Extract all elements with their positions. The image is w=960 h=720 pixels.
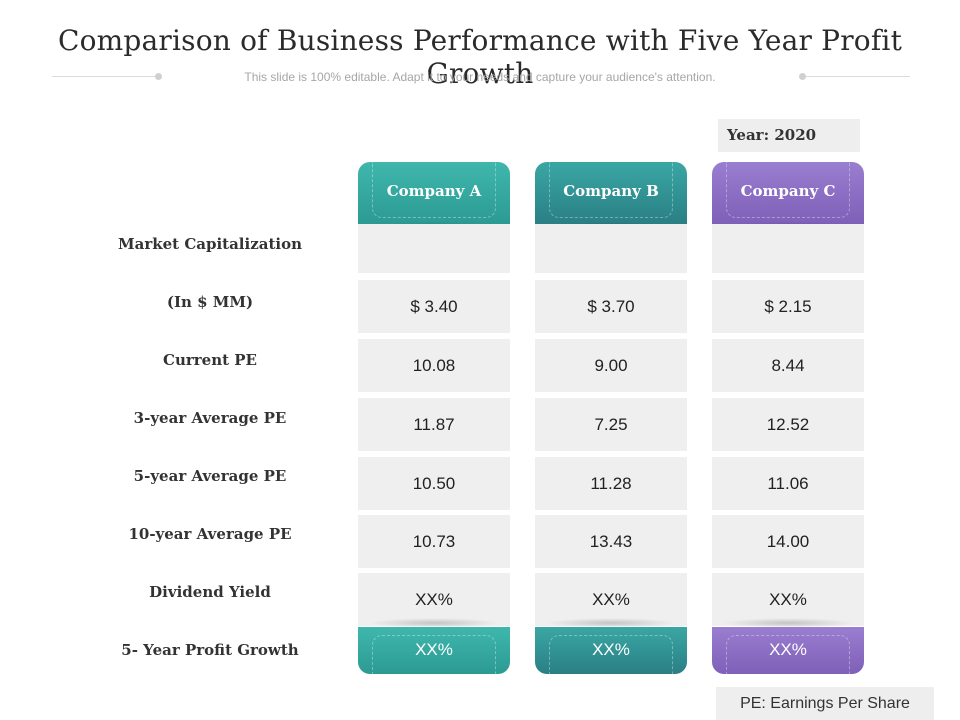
company-c-market-cap	[712, 224, 864, 273]
row-label-5yr-pe: 5-year Average PE	[133, 467, 287, 485]
company-c-profit-growth-cell: XX%	[712, 627, 864, 674]
row-label-10yr-pe: 10-year Average PE	[128, 525, 292, 543]
company-a-5yr-pe: 10.50	[358, 457, 510, 510]
company-c-column: Company C $ 2.15 8.44 12.52 11.06 14.00 …	[712, 162, 864, 674]
left-divider	[52, 76, 158, 77]
company-a-profit-growth-cell: XX%	[358, 627, 510, 674]
row-label-current-pe: Current PE	[163, 351, 257, 369]
slide-subtitle: This slide is 100% editable. Adapt it to…	[244, 70, 716, 84]
company-a-profit-growth: XX%	[415, 640, 453, 659]
company-b-3yr-pe: 7.25	[535, 398, 687, 451]
company-b-current-pe: 9.00	[535, 339, 687, 392]
slide-title: Comparison of Business Performance with …	[57, 24, 903, 90]
company-c-name: Company C	[740, 182, 836, 200]
company-c-profit-growth: XX%	[769, 640, 807, 659]
row-label-market-cap: Market Capitalization	[118, 235, 302, 253]
row-label-3yr-pe: 3-year Average PE	[133, 409, 287, 427]
left-divider-dot	[155, 73, 162, 80]
right-divider-dot	[799, 73, 806, 80]
company-c-dividend-yield: XX%	[712, 573, 864, 626]
company-b-column: Company B $ 3.70 9.00 7.25 11.28 13.43 X…	[535, 162, 687, 674]
company-c-header: Company C	[712, 162, 864, 232]
row-label-in-mm: (In $ MM)	[166, 293, 254, 311]
row-label-dividend-yield: Dividend Yield	[149, 583, 271, 601]
company-a-10yr-pe: 10.73	[358, 515, 510, 568]
company-b-name: Company B	[563, 182, 659, 200]
company-a-in-mm: $ 3.40	[358, 280, 510, 333]
company-b-dividend-yield: XX%	[535, 573, 687, 626]
company-a-dividend-yield: XX%	[358, 573, 510, 626]
row-label-profit-growth: 5- Year Profit Growth	[121, 641, 299, 659]
company-b-profit-growth: XX%	[592, 640, 630, 659]
company-a-name: Company A	[386, 182, 482, 200]
company-c-3yr-pe: 12.52	[712, 398, 864, 451]
company-b-in-mm: $ 3.70	[535, 280, 687, 333]
company-b-market-cap	[535, 224, 687, 273]
year-label: Year: 2020	[718, 119, 860, 152]
company-c-5yr-pe: 11.06	[712, 457, 864, 510]
company-b-header: Company B	[535, 162, 687, 232]
company-b-5yr-pe: 11.28	[535, 457, 687, 510]
company-a-current-pe: 10.08	[358, 339, 510, 392]
company-c-current-pe: 8.44	[712, 339, 864, 392]
company-b-10yr-pe: 13.43	[535, 515, 687, 568]
company-a-column: Company A $ 3.40 10.08 11.87 10.50 10.73…	[358, 162, 510, 674]
company-b-profit-growth-cell: XX%	[535, 627, 687, 674]
company-c-10yr-pe: 14.00	[712, 515, 864, 568]
company-a-3yr-pe: 11.87	[358, 398, 510, 451]
company-a-header: Company A	[358, 162, 510, 232]
company-a-market-cap	[358, 224, 510, 273]
right-divider	[806, 76, 910, 77]
company-c-in-mm: $ 2.15	[712, 280, 864, 333]
footnote: PE: Earnings Per Share	[716, 687, 934, 720]
